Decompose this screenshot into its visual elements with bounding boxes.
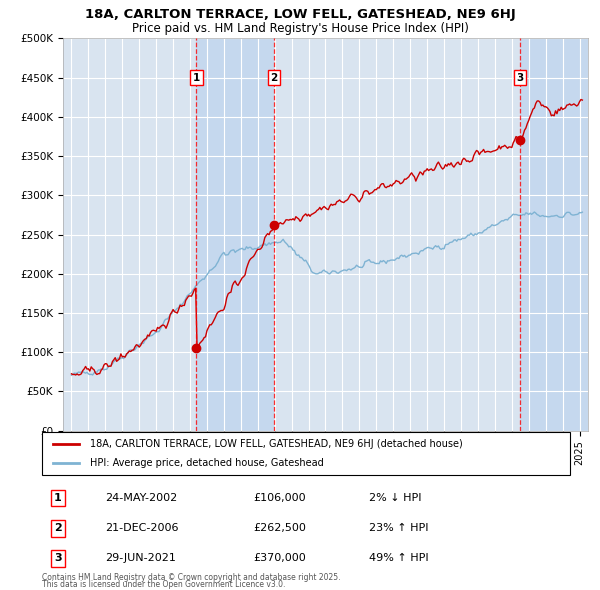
Text: 3: 3	[54, 553, 62, 563]
Text: 1: 1	[54, 493, 62, 503]
Text: 2% ↓ HPI: 2% ↓ HPI	[370, 493, 422, 503]
Text: 23% ↑ HPI: 23% ↑ HPI	[370, 523, 429, 533]
Bar	[196, 38, 274, 431]
FancyBboxPatch shape	[42, 432, 570, 475]
Text: 2: 2	[54, 523, 62, 533]
Text: £370,000: £370,000	[253, 553, 306, 563]
Text: £262,500: £262,500	[253, 523, 306, 533]
Text: This data is licensed under the Open Government Licence v3.0.: This data is licensed under the Open Gov…	[42, 581, 286, 589]
Text: 18A, CARLTON TERRACE, LOW FELL, GATESHEAD, NE9 6HJ: 18A, CARLTON TERRACE, LOW FELL, GATESHEA…	[85, 8, 515, 21]
Text: HPI: Average price, detached house, Gateshead: HPI: Average price, detached house, Gate…	[89, 458, 323, 468]
Text: 2: 2	[271, 73, 278, 83]
Text: 49% ↑ HPI: 49% ↑ HPI	[370, 553, 429, 563]
Text: 3: 3	[517, 73, 524, 83]
Text: 21-DEC-2006: 21-DEC-2006	[106, 523, 179, 533]
Text: Contains HM Land Registry data © Crown copyright and database right 2025.: Contains HM Land Registry data © Crown c…	[42, 573, 341, 582]
Text: 24-MAY-2002: 24-MAY-2002	[106, 493, 178, 503]
Text: 29-JUN-2021: 29-JUN-2021	[106, 553, 176, 563]
Text: 1: 1	[193, 73, 200, 83]
Bar	[520, 38, 588, 431]
Text: £106,000: £106,000	[253, 493, 306, 503]
Text: Price paid vs. HM Land Registry's House Price Index (HPI): Price paid vs. HM Land Registry's House …	[131, 22, 469, 35]
Text: 18A, CARLTON TERRACE, LOW FELL, GATESHEAD, NE9 6HJ (detached house): 18A, CARLTON TERRACE, LOW FELL, GATESHEA…	[89, 440, 462, 450]
